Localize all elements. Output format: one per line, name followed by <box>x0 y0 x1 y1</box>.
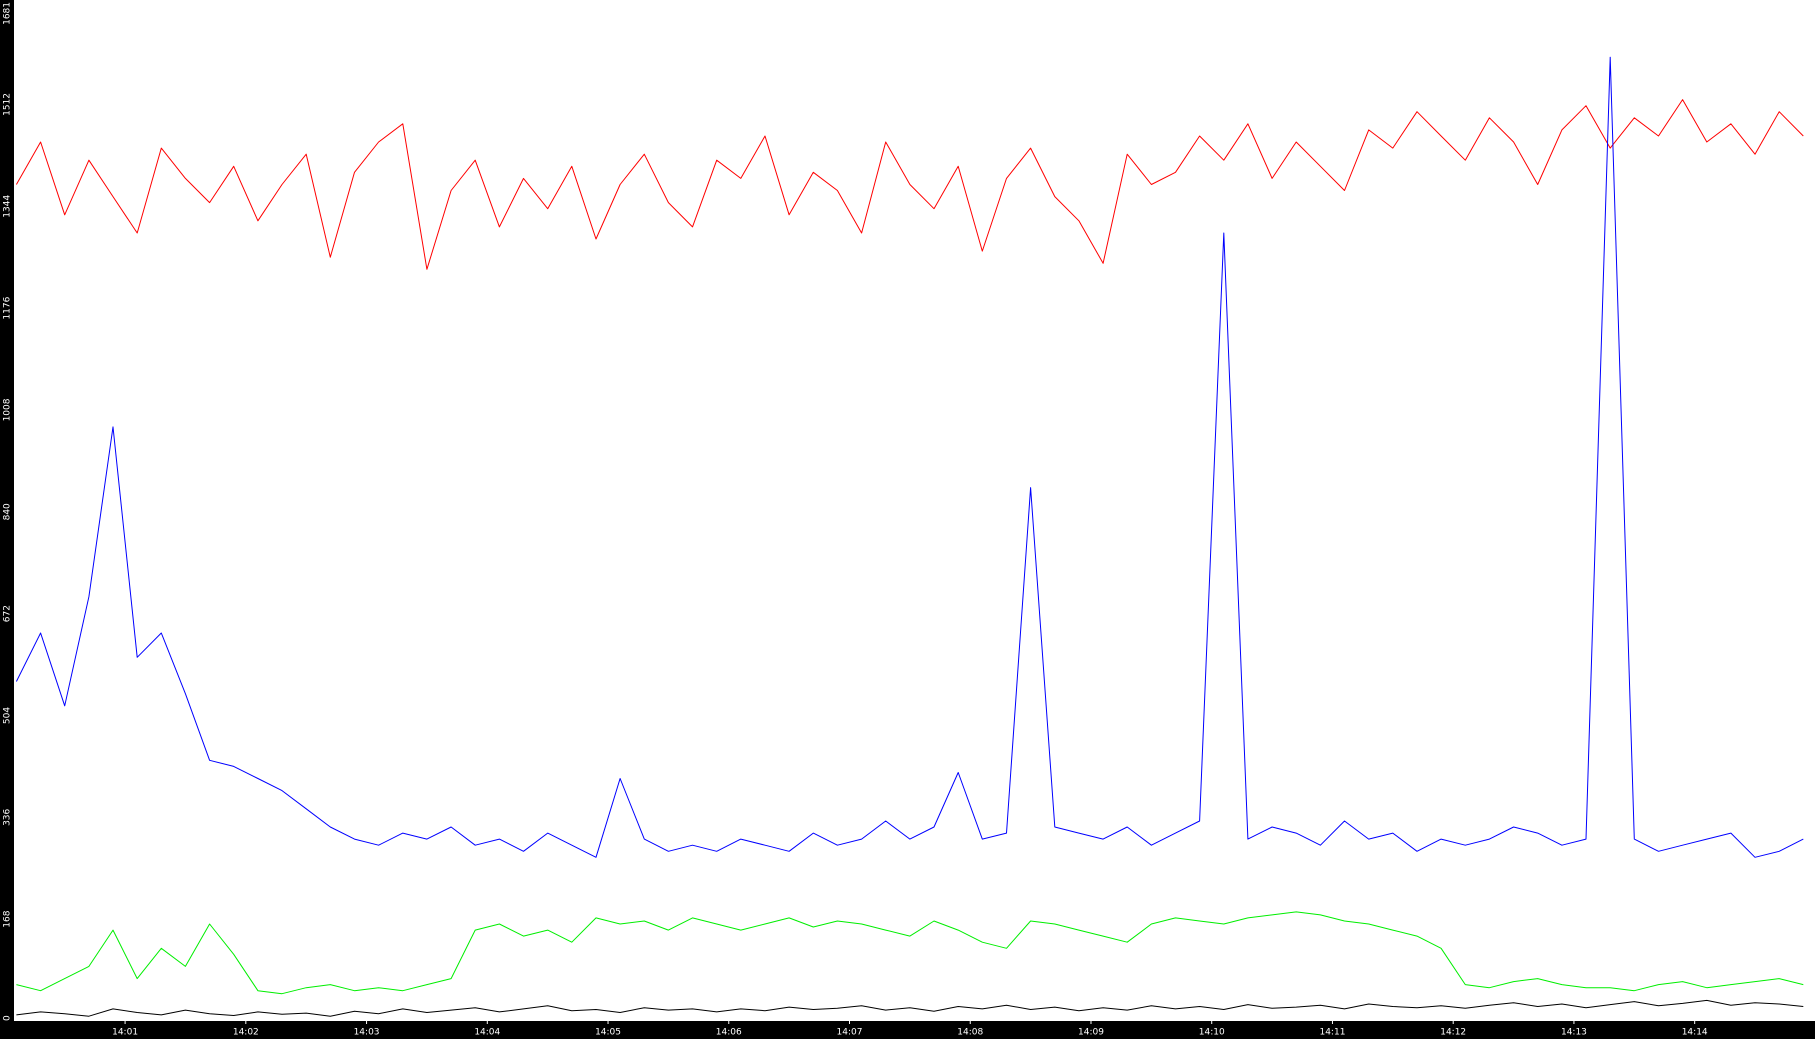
x-tick-label: 14:11 <box>1319 1028 1345 1038</box>
x-tick-label: 14:10 <box>1199 1028 1225 1038</box>
x-axis-bar <box>0 1021 1815 1039</box>
x-tick-label: 14:08 <box>957 1028 983 1038</box>
y-tick-label: 1008 <box>3 398 13 421</box>
y-tick-label: 672 <box>3 605 13 622</box>
y-tick-label: 1344 <box>3 195 13 218</box>
x-tick-label: 14:07 <box>837 1028 863 1038</box>
x-tick-label: 14:02 <box>233 1028 259 1038</box>
x-tick-label: 14:03 <box>354 1028 380 1038</box>
series-line <box>16 911 1804 995</box>
x-tick-label: 14:04 <box>474 1028 500 1038</box>
x-tick-label: 14:06 <box>716 1028 742 1038</box>
series-line <box>16 999 1804 1017</box>
series-line <box>15 99 1804 270</box>
x-tick-label: 14:05 <box>595 1028 621 1038</box>
y-tick-label: 336 <box>3 808 13 825</box>
x-tick-label: 14:01 <box>112 1028 138 1038</box>
y-tick-label: 1176 <box>3 296 13 319</box>
y-tick-label: 840 <box>3 503 13 520</box>
x-tick-label: 14:13 <box>1561 1028 1587 1038</box>
x-tick-label: 14:09 <box>1078 1028 1104 1038</box>
y-tick-label: 504 <box>3 707 13 724</box>
y-tick-label: 1681 <box>3 2 13 25</box>
x-tick-label: 14:12 <box>1440 1028 1466 1038</box>
x-tick-label: 14:14 <box>1682 1028 1708 1038</box>
y-tick-label: 0 <box>3 1015 13 1021</box>
y-axis-bar <box>0 0 14 1039</box>
y-tick-label: 168 <box>3 910 13 927</box>
series-line <box>15 56 1804 858</box>
y-tick-label: 1512 <box>3 93 13 116</box>
